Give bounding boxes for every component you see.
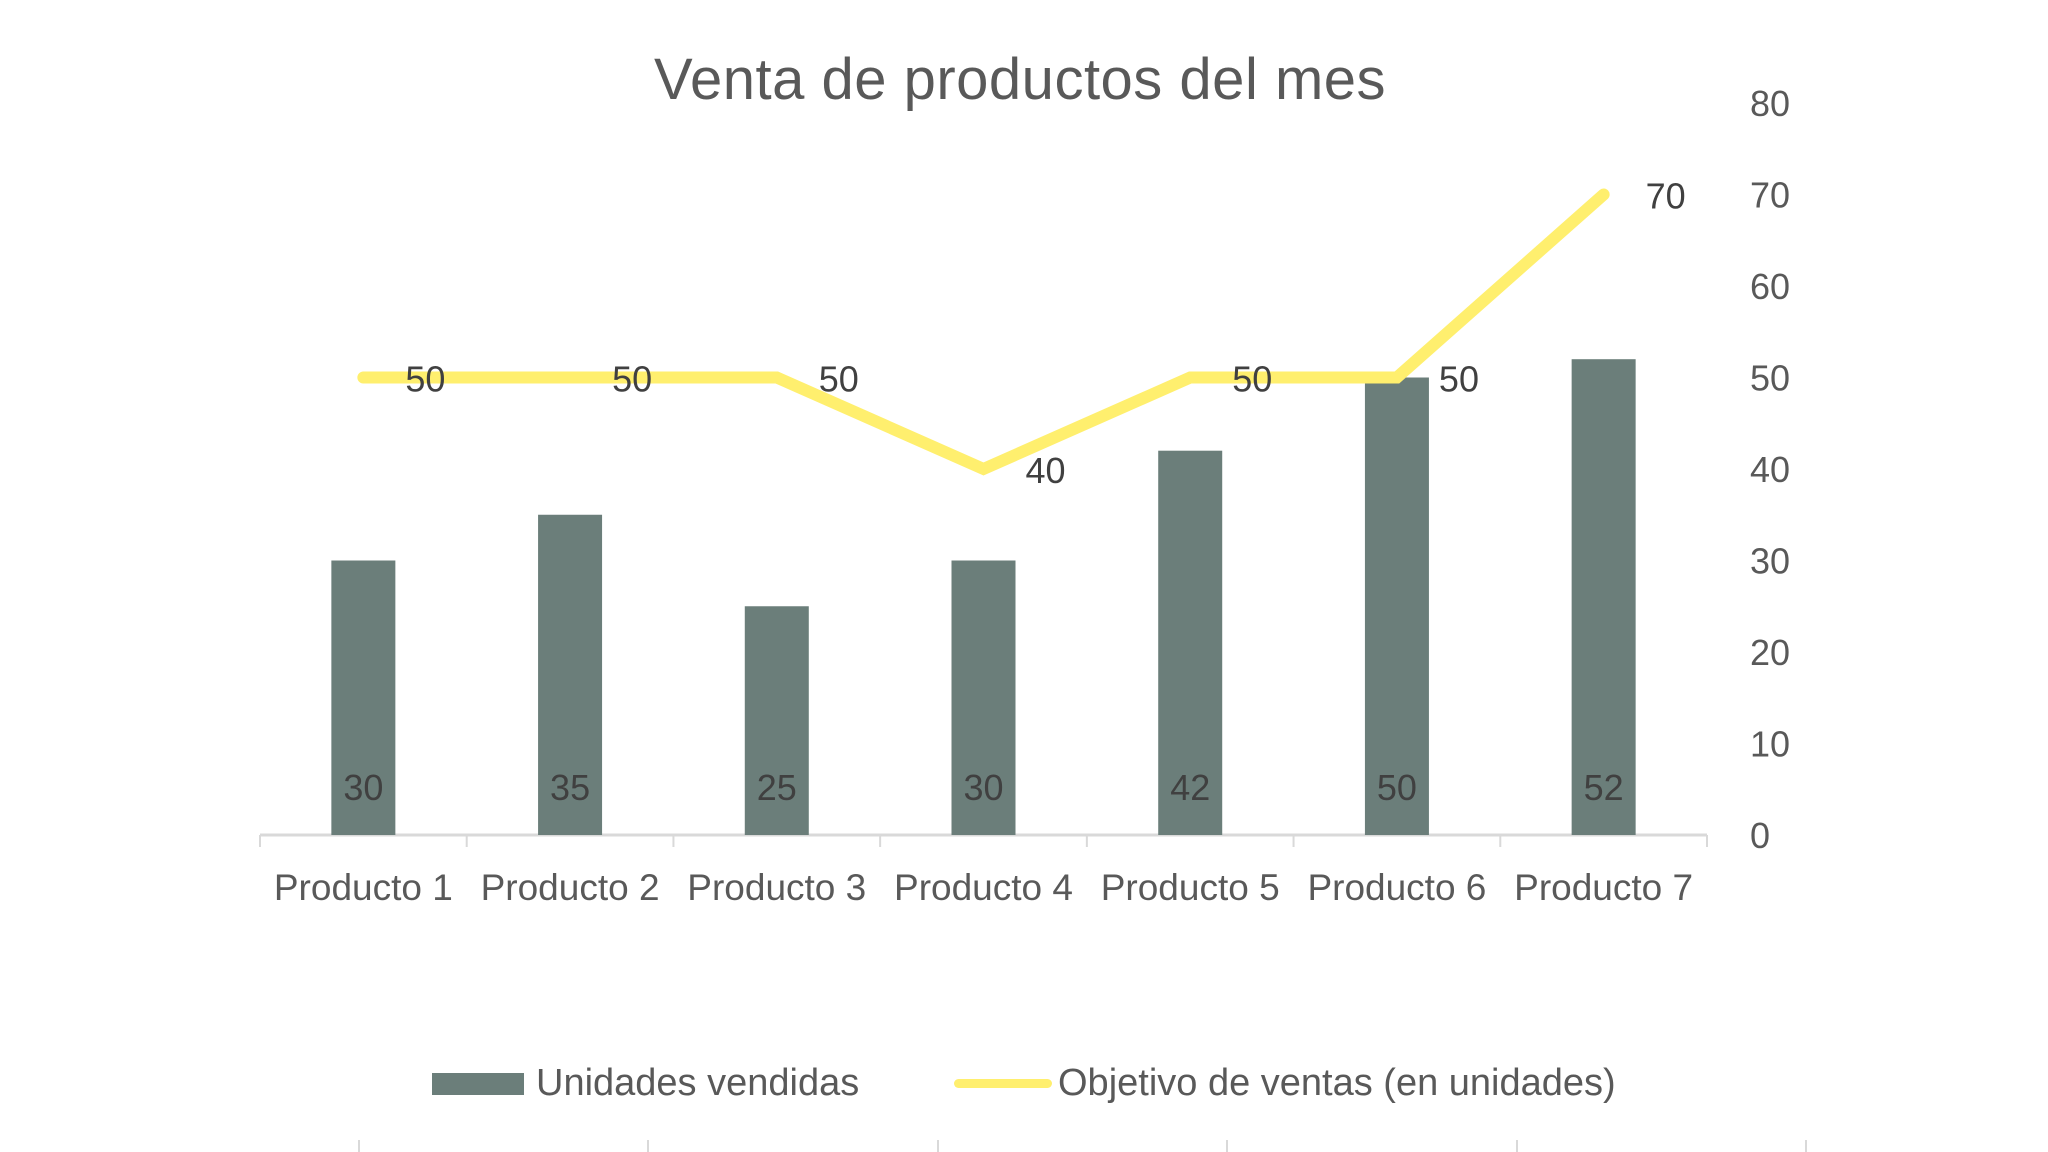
bar[interactable] — [331, 560, 396, 836]
legend-bar-swatch-icon — [432, 1072, 524, 1095]
legend-item-objetivo-ventas[interactable]: Objetivo de ventas (en unidades) — [954, 1062, 1616, 1105]
bar-series-unidades-vendidas — [331, 359, 1636, 836]
data-labels: 30 35 25 30 42 50 52 50 50 50 40 50 50 70 — [343, 176, 1685, 809]
line-series-objetivo — [357, 188, 1610, 476]
bar[interactable] — [1364, 377, 1429, 836]
bottom-decorative-ticks — [358, 1140, 1807, 1152]
bar[interactable] — [1158, 450, 1223, 835]
y-axis-tick-label: 30 — [1750, 541, 1790, 582]
bar[interactable] — [538, 514, 603, 835]
legend-line-swatch-icon — [954, 1079, 1052, 1088]
line-data-label: 50 — [819, 359, 859, 400]
y-axis-tick-label: 60 — [1750, 266, 1790, 307]
legend-label: Unidades vendidas — [536, 1062, 860, 1104]
bar[interactable] — [951, 560, 1016, 836]
line-data-label: 70 — [1646, 176, 1686, 217]
bar-data-label: 35 — [550, 767, 590, 808]
x-axis-category-label: Producto 6 — [1307, 867, 1486, 908]
y-axis-tick-label: 80 — [1750, 83, 1790, 124]
line-data-label: 50 — [1439, 359, 1479, 400]
line-data-label: 50 — [1232, 359, 1272, 400]
x-axis-category-label: Producto 7 — [1514, 867, 1693, 908]
target-line[interactable] — [357, 188, 1610, 476]
y-axis-right: 0 10 20 30 40 50 60 70 80 — [1750, 83, 1790, 856]
line-data-label: 50 — [612, 359, 652, 400]
bar-data-label: 50 — [1377, 767, 1417, 808]
x-axis-category-label: Producto 4 — [894, 867, 1073, 908]
y-axis-tick-label: 40 — [1750, 449, 1790, 490]
y-axis-tick-label: 50 — [1750, 358, 1790, 399]
x-axis-category-label: Producto 5 — [1101, 867, 1280, 908]
line-data-label: 50 — [405, 359, 445, 400]
bar-data-label: 25 — [757, 767, 797, 808]
x-axis: Producto 1 Producto 2 Producto 3 Producto 4… — [259, 833, 1708, 908]
chart-title: Venta de productos del mes — [653, 47, 1387, 112]
bar-data-label: 52 — [1584, 767, 1624, 808]
x-axis-category-label: Producto 2 — [481, 867, 660, 908]
line-data-label: 40 — [1026, 450, 1066, 491]
legend-item-unidades-vendidas[interactable]: Unidades vendidas — [432, 1062, 859, 1105]
bar-data-label: 30 — [343, 767, 383, 808]
y-axis-tick-label: 10 — [1750, 724, 1790, 765]
x-axis-category-label: Producto 1 — [274, 867, 453, 908]
x-axis-category-label: Producto 3 — [687, 867, 866, 908]
bar-data-label: 30 — [963, 767, 1003, 808]
y-axis-tick-label: 0 — [1750, 815, 1770, 856]
legend-label: Objetivo de ventas (en unidades) — [1058, 1062, 1616, 1104]
bar[interactable] — [1571, 359, 1636, 835]
y-axis-tick-label: 20 — [1750, 632, 1790, 673]
y-axis-tick-label: 70 — [1750, 175, 1790, 216]
chart-legend: Unidades vendidas Objetivo de ventas (en… — [0, 1062, 2048, 1112]
bar[interactable] — [744, 606, 809, 835]
bar-data-label: 42 — [1170, 767, 1210, 808]
